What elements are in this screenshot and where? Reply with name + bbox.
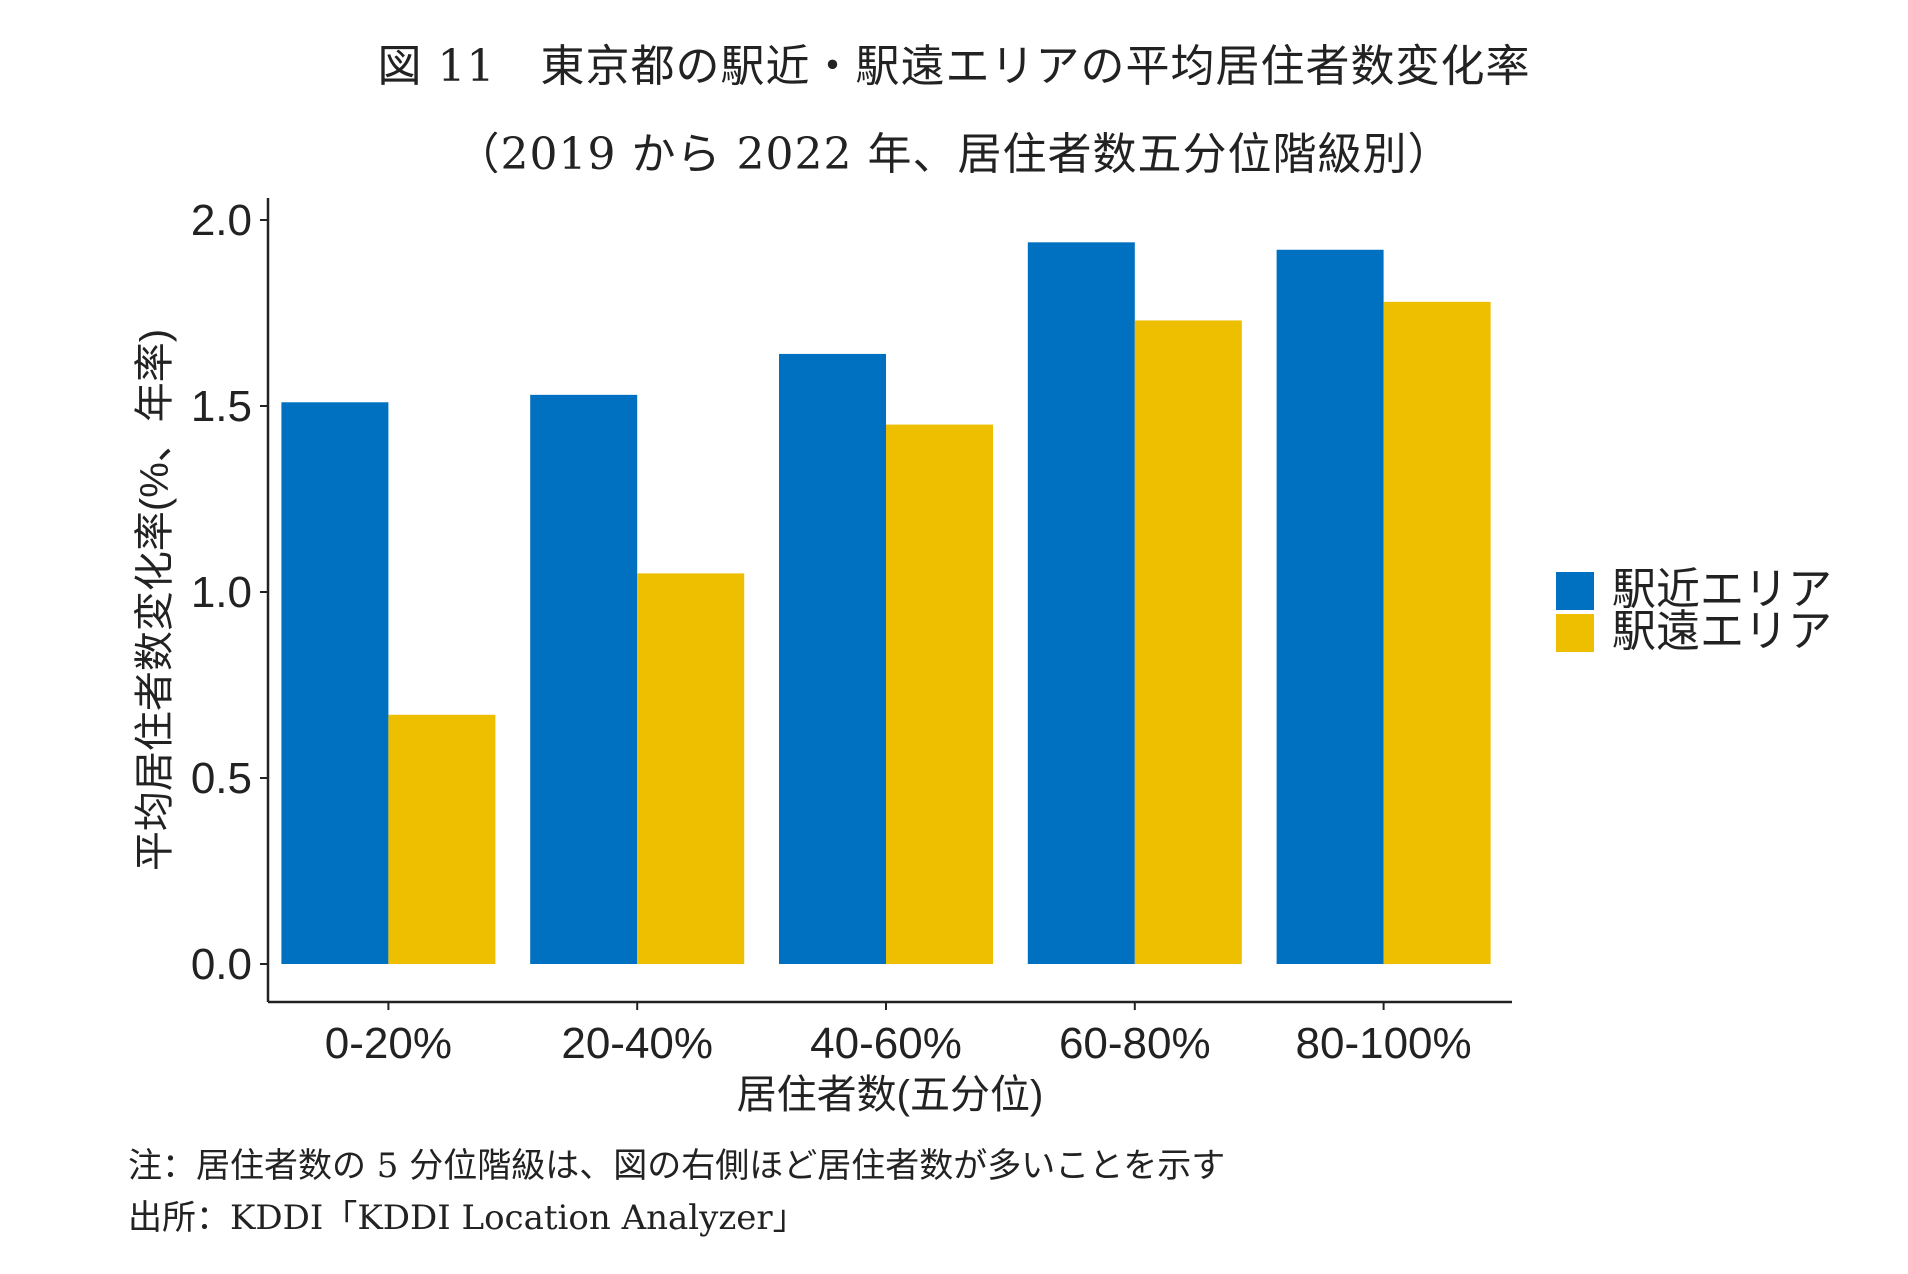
x-tick-label: 80-100% bbox=[1296, 1019, 1472, 1068]
legend-swatch bbox=[1556, 614, 1594, 652]
bar-20-40%-駅近エリア bbox=[530, 394, 638, 965]
y-axis-label: 平均居住者数変化率(%、年率) bbox=[133, 329, 177, 871]
x-tick-label: 0-20% bbox=[325, 1019, 452, 1068]
legend-label: 駅遠エリア bbox=[1612, 607, 1832, 656]
bar-80-100%-駅近エリア bbox=[1276, 249, 1384, 964]
bar-60-80%-駅近エリア bbox=[1027, 242, 1135, 964]
axes-group: 0-20% 20-40% 40-60% 60-80% 80-100% 0.0 0.5 1.0 1… bbox=[191, 196, 1512, 1068]
y-tick-label: 0.5 bbox=[191, 754, 252, 803]
legend-label: 駅近エリア bbox=[1612, 565, 1832, 614]
chart-note: 注：居住者数の 5 分位階級は、図の右側ほど居住者数が多いことを示す bbox=[128, 1146, 1226, 1186]
y-tick-label: 1.5 bbox=[191, 382, 252, 431]
bar-40-60%-駅近エリア bbox=[779, 353, 886, 964]
x-tick-label: 40-60% bbox=[810, 1019, 962, 1068]
bar-60-80%-駅遠エリア bbox=[1134, 320, 1242, 964]
y-tick-label: 0.0 bbox=[191, 940, 252, 989]
chart-title: 図 11 東京都の駅近・駅遠エリアの平均居住者数変化率 bbox=[377, 41, 1531, 92]
chart-source: 出所：KDDI「KDDI Location Analyzer」 bbox=[128, 1198, 807, 1238]
bar-0-20%-駅遠エリア bbox=[388, 714, 496, 964]
legend-swatch bbox=[1556, 572, 1594, 610]
bar-0-20%-駅近エリア bbox=[281, 402, 389, 964]
x-tick-label: 20-40% bbox=[561, 1019, 713, 1068]
bar-40-60%-駅遠エリア bbox=[886, 424, 993, 965]
x-tick-label: 60-80% bbox=[1059, 1019, 1211, 1068]
y-tick-label: 1.0 bbox=[191, 568, 252, 617]
bars-group bbox=[281, 242, 1491, 965]
bar-80-100%-駅遠エリア bbox=[1383, 301, 1491, 965]
chart-subtitle: （2019 から 2022 年、居住者数五分位階級別） bbox=[455, 129, 1453, 180]
x-axis-label: 居住者数(五分位) bbox=[737, 1073, 1044, 1117]
bar-20-40%-駅遠エリア bbox=[637, 573, 745, 964]
y-tick-label: 2.0 bbox=[191, 196, 252, 245]
